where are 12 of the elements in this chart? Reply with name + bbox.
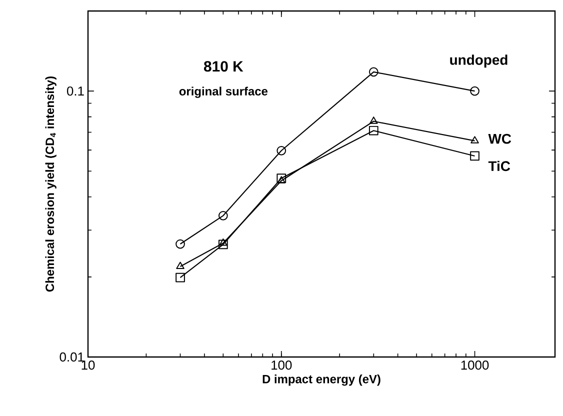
y-tick-label: 0.1 [66, 86, 84, 96]
y-tick-label: 0.01 [60, 352, 84, 362]
series-label: WC [488, 134, 512, 144]
y-axis-title: Chemical erosion yield (CD$_{4}$ intensity) [45, 76, 56, 292]
x-tick-label: 10 [82, 360, 95, 370]
series-label: TiC [488, 160, 510, 172]
series-label: undoped [450, 54, 508, 68]
x-tick-label: 100 [272, 360, 292, 370]
x-axis-title: D impact energy (eV) [262, 374, 380, 386]
annotation: 810 K [204, 61, 244, 72]
annotation: original surface [179, 86, 268, 98]
x-tick-label: 1000 [461, 360, 489, 370]
